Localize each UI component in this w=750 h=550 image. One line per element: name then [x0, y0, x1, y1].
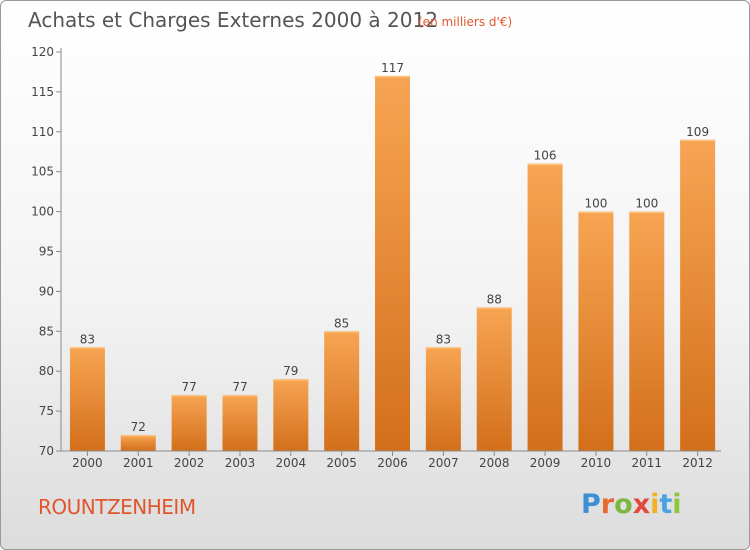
logo-letter: x: [632, 489, 651, 520]
bar-2009: [527, 163, 563, 451]
bar-2005: [324, 331, 360, 451]
x-tick-label: 2003: [225, 456, 256, 470]
data-label: 79: [283, 364, 298, 378]
logo-letter: P: [581, 489, 601, 520]
x-tick-label: 2000: [72, 456, 103, 470]
x-tick-label: 2001: [123, 456, 154, 470]
chart-unit-subtitle: (en milliers d'€): [418, 15, 513, 29]
bar-highlight: [476, 307, 512, 309]
bar-highlight: [222, 395, 258, 397]
x-tick-label: 2012: [682, 456, 713, 470]
bar-highlight: [527, 163, 563, 166]
bar-highlight: [629, 211, 665, 214]
y-tick-label: 100: [31, 205, 54, 219]
x-tick-label: 2010: [581, 456, 612, 470]
bar-2004: [273, 379, 309, 451]
bar-highlight: [120, 435, 156, 437]
data-label: 72: [131, 420, 146, 434]
bar-2012: [680, 139, 716, 451]
data-label: 83: [436, 332, 451, 346]
logo-letter: i: [650, 489, 660, 520]
bar-2010: [578, 211, 614, 451]
x-tick-label: 2009: [530, 456, 561, 470]
logo-letter: i: [672, 489, 682, 520]
y-tick-label: 80: [39, 364, 54, 378]
x-axis: 2000 2001 2002 2003 2004 2005 2006 2007 2008 2009…: [61, 450, 721, 470]
data-label: 106: [534, 149, 557, 163]
y-tick-label: 115: [31, 85, 54, 99]
x-tick-label: 2004: [276, 456, 307, 470]
y-axis: 70 75 80 85 90 95 100 105 110 115 120: [31, 45, 62, 458]
bar-2006: [375, 75, 411, 451]
data-label: 117: [381, 61, 404, 75]
bars: 83 72 77 77 79 85 117 83 88 106 100 100 109: [69, 61, 716, 451]
bar-2003: [222, 395, 258, 451]
x-tick-label: 2002: [174, 456, 205, 470]
data-label: 83: [80, 332, 95, 346]
x-tick-label: 2005: [326, 456, 357, 470]
logo-letter: t: [659, 489, 673, 520]
x-tick-label: 2007: [428, 456, 459, 470]
x-tick-label: 2011: [632, 456, 663, 470]
data-label: 100: [635, 197, 658, 211]
y-tick-label: 90: [39, 284, 54, 298]
bar-highlight: [273, 379, 309, 381]
bar-highlight: [375, 75, 411, 78]
x-tick-label: 2006: [377, 456, 408, 470]
bar-highlight: [425, 347, 461, 349]
proxiti-logo[interactable]: Proxiti: [581, 489, 682, 520]
bar-highlight: [680, 139, 716, 142]
y-tick-label: 105: [31, 165, 54, 179]
data-label: 77: [181, 380, 196, 394]
chart-title: Achats et Charges Externes 2000 à 2012: [28, 8, 438, 32]
bar-2001: [120, 435, 156, 451]
logo-letter: o: [614, 489, 633, 520]
data-label: 85: [334, 316, 349, 330]
bar-highlight: [171, 395, 207, 397]
bar-2011: [629, 211, 665, 451]
y-tick-label: 95: [39, 245, 54, 259]
bar-2008: [476, 307, 512, 451]
data-label: 100: [584, 197, 607, 211]
bar-2002: [171, 395, 207, 451]
bar-highlight: [578, 211, 614, 214]
y-tick-label: 85: [39, 324, 54, 338]
y-tick-label: 110: [31, 125, 54, 139]
data-label: 109: [686, 125, 709, 139]
logo-letter: r: [600, 489, 615, 520]
bar-2007: [425, 347, 461, 451]
y-tick-label: 75: [39, 404, 54, 418]
bar-highlight: [69, 347, 105, 349]
bar-highlight: [324, 331, 360, 333]
data-label: 77: [232, 380, 247, 394]
y-tick-label: 70: [39, 444, 54, 458]
bar-2000: [69, 347, 105, 451]
y-tick-label: 120: [31, 45, 54, 59]
data-label: 88: [487, 292, 502, 306]
x-tick-label: 2008: [479, 456, 510, 470]
commune-name: ROUNTZENHEIM: [38, 495, 196, 519]
